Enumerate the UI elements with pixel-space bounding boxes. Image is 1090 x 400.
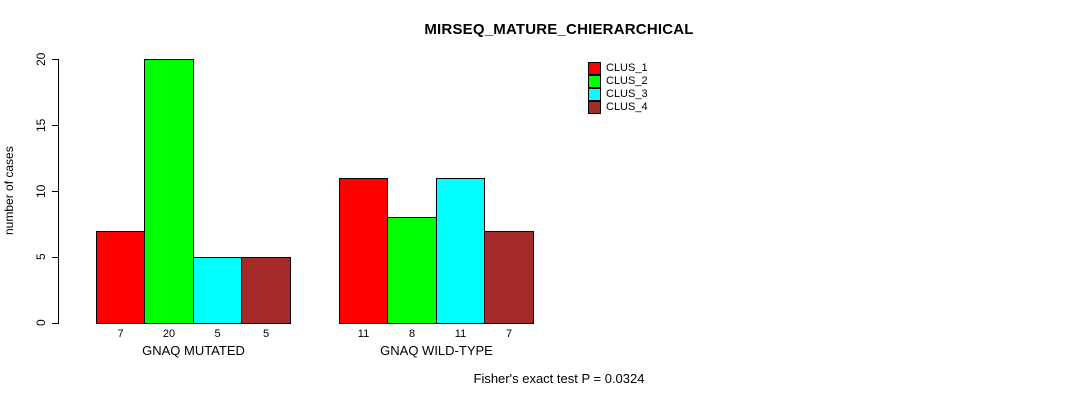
y-axis-tick — [52, 59, 58, 60]
bar-value-label: 11 — [357, 328, 370, 340]
y-axis-tick — [52, 125, 58, 126]
bar-value-label: 11 — [454, 328, 467, 340]
chart-title: MIRSEQ_MATURE_CHIERARCHICAL — [424, 21, 694, 38]
y-axis-tick-label: 0 — [34, 319, 48, 327]
y-axis-tick-label: 10 — [34, 184, 48, 198]
bar-clus-3-gnaq-wild-type — [436, 178, 485, 324]
bar-clus-4-gnaq-mutated — [241, 257, 291, 324]
annotation-text: Fisher's exact test P = 0.0324 — [473, 371, 645, 386]
legend-item-clus-2: CLUS_2 — [588, 75, 648, 88]
bar-value-label: 5 — [214, 328, 221, 340]
legend-swatch-icon — [588, 62, 601, 75]
y-axis-tick — [52, 323, 58, 324]
y-axis-line — [58, 59, 59, 324]
bar-clus-1-gnaq-wild-type — [339, 178, 388, 324]
bar-clus-1-gnaq-mutated — [96, 231, 145, 324]
bar-clus-2-gnaq-wild-type — [387, 217, 437, 324]
bar-value-label: 5 — [262, 328, 270, 340]
x-category-label-gnaq-mutated: GNAQ MUTATED — [142, 343, 245, 358]
legend-item-clus-3: CLUS_3 — [588, 88, 648, 101]
legend-swatch-icon — [588, 101, 601, 114]
bar-clus-4-gnaq-wild-type — [484, 231, 534, 324]
bar-clus-2-gnaq-mutated — [144, 59, 194, 324]
legend-label: CLUS_2 — [606, 75, 648, 87]
legend-swatch-icon — [588, 75, 601, 88]
legend-item-clus-1: CLUS_1 — [588, 62, 648, 75]
bar-value-label: 7 — [117, 328, 124, 340]
legend-item-clus-4: CLUS_4 — [588, 101, 648, 114]
legend-swatch-icon — [588, 88, 601, 101]
y-axis-title: number of cases — [2, 146, 16, 236]
y-axis-tick-label: 20 — [34, 52, 48, 66]
legend: CLUS_1 CLUS_2 CLUS_3 CLUS_4 — [588, 62, 648, 114]
legend-label: CLUS_3 — [606, 88, 648, 100]
bar-value-label: 8 — [408, 328, 416, 340]
bar-value-label: 7 — [505, 328, 513, 340]
y-axis-tick — [52, 191, 58, 192]
y-axis-tick-label: 5 — [34, 253, 48, 261]
x-category-label-gnaq-wild-type: GNAQ WILD-TYPE — [380, 343, 493, 358]
y-axis-tick-label: 15 — [34, 118, 48, 132]
legend-label: CLUS_4 — [606, 101, 648, 113]
y-axis-tick — [52, 257, 58, 258]
legend-label: CLUS_1 — [606, 62, 648, 74]
bar-clus-3-gnaq-mutated — [193, 257, 242, 324]
bar-value-label: 20 — [162, 328, 176, 340]
